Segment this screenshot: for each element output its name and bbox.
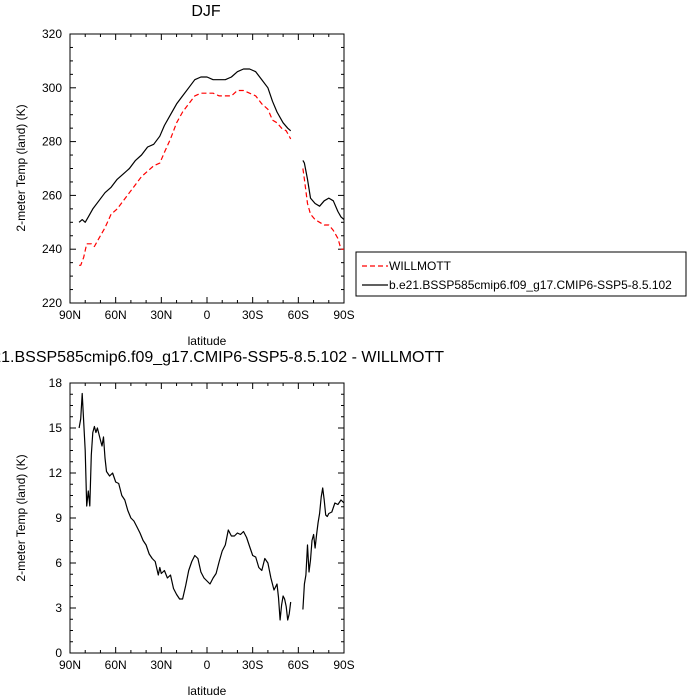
- bottom-x-tick-label: 30N: [150, 658, 172, 672]
- bottom-series-0-segment-0: [78, 392, 292, 621]
- top-x-tick-label: 90S: [333, 308, 354, 322]
- top-x-tick-label: 30N: [150, 308, 172, 322]
- top-y-tick-label: 220: [42, 296, 62, 310]
- top-series-0-segment-0: [79, 89, 292, 266]
- top-y-tick-label: 300: [42, 81, 62, 95]
- top-series-1-segment-0: [78, 68, 292, 223]
- bottom-y-tick-label: 12: [49, 466, 63, 480]
- legend: WILLMOTT b.e21.BSSP585cmip6.f09_g17.CMIP…: [355, 251, 687, 297]
- bottom-y-tick-label: 3: [55, 601, 62, 615]
- bottom-plot-frame: [69, 382, 345, 654]
- top-y-tick-label: 280: [42, 135, 62, 149]
- top-chart-title: DJF: [191, 3, 221, 20]
- bottom-y-tick-label: 9: [55, 511, 62, 525]
- bottom-x-tick-label: 90S: [333, 658, 354, 672]
- bottom-x-tick-label: 60N: [105, 658, 127, 672]
- top-x-axis-label: latitude: [188, 334, 227, 348]
- legend-label-model: b.e21.BSSP585cmip6.f09_g17.CMIP6-SSP5-8.…: [389, 278, 672, 292]
- top-series-lines: [78, 68, 345, 266]
- bottom-x-tick-label: 90N: [59, 658, 81, 672]
- top-series-0-segment-1: [302, 168, 344, 250]
- bottom-x-axis-label: latitude: [188, 684, 227, 698]
- top-series-1-segment-1: [302, 160, 345, 221]
- top-x-tick-label: 0: [204, 308, 211, 322]
- bottom-x-tick-label: 30S: [242, 658, 263, 672]
- top-y-axis-label: 2-meter Temp (land) (K): [14, 104, 28, 231]
- top-x-tick-label: 60N: [105, 308, 127, 322]
- bottom-x-tick-label: 60S: [288, 658, 309, 672]
- bottom-x-tick-label: 0: [204, 658, 211, 672]
- legend-label-willmott: WILLMOTT: [389, 259, 452, 273]
- bottom-series-lines: [78, 392, 345, 621]
- bottom-y-tick-label: 15: [49, 421, 63, 435]
- top-y-tick-label: 260: [42, 188, 62, 202]
- bottom-y-tick-label: 0: [55, 646, 62, 660]
- top-x-tick-label: 30S: [242, 308, 263, 322]
- bottom-axis-ticks: 90N 60N 30N 0 30S 60S 90S 0 3 6 9 12 15 18: [49, 376, 355, 672]
- top-y-tick-label: 240: [42, 242, 62, 256]
- bottom-y-axis-label: 2-meter Temp (land) (K): [14, 454, 28, 581]
- top-x-tick-label: 60S: [288, 308, 309, 322]
- top-y-tick-label: 320: [42, 27, 62, 41]
- top-axis-ticks: 90N 60N 30N 0 30S 60S 90S 220 240 260 280 300 320: [42, 27, 355, 322]
- top-panel: DJF 90N 60N 30N 0 30S 60S 90S 220 240 260 280 300 32…: [14, 3, 687, 348]
- bottom-series-0-segment-1: [302, 487, 345, 610]
- legend-box: [355, 251, 687, 297]
- top-x-tick-label: 90N: [59, 308, 81, 322]
- bottom-y-tick-label: 6: [55, 556, 62, 570]
- bottom-y-tick-label: 18: [49, 376, 63, 390]
- bottom-panel: b.e21.BSSP585cmip6.f09_g17.CMIP6-SSP5-8.…: [0, 349, 444, 698]
- bottom-chart-title: b.e21.BSSP585cmip6.f09_g17.CMIP6-SSP5-8.…: [0, 349, 444, 366]
